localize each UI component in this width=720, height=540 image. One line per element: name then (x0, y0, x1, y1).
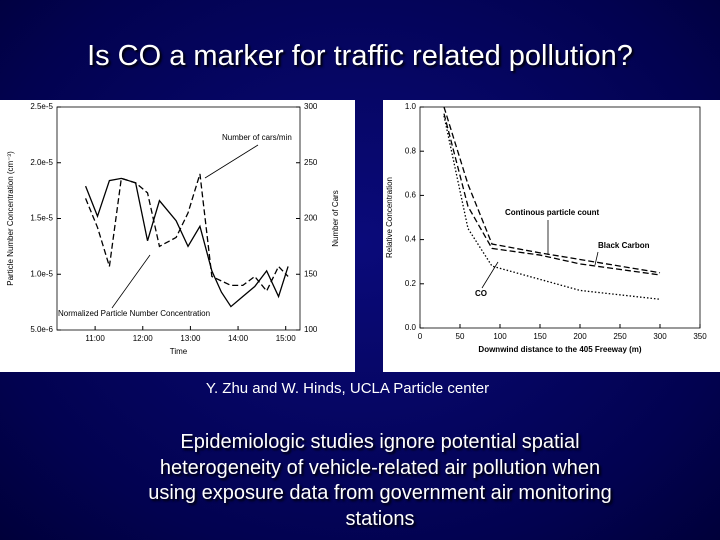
series-line (443, 113, 661, 276)
annotation: Normalized Particle Number Concentration (58, 309, 210, 318)
x-tick-label: 150 (533, 332, 547, 341)
x-tick-label: 13:00 (180, 334, 201, 343)
annotation-arrow (111, 254, 151, 309)
x-tick-label: 14:00 (228, 334, 249, 343)
x-tick-label: 350 (693, 332, 707, 341)
y-axis-label: Relative Concentration (385, 177, 394, 258)
charts: 11:00 12:00 13:00 14:00 15:00 5.0e-6 1.0e-5 1.5… (0, 100, 720, 372)
annotation-arrow (594, 251, 599, 266)
y-tick-label: 0.2 (405, 279, 417, 288)
y-tick-label: 0.0 (405, 323, 417, 332)
x-axis-label: Downwind distance to the 405 Freeway (m) (478, 345, 641, 354)
y-tick-label: 2.0e-5 (30, 158, 53, 167)
x-tick-label: 50 (456, 332, 465, 341)
x-tick-label: 200 (573, 332, 587, 341)
body-text: Epidemiologic studies ignore potential s… (0, 430, 720, 532)
x-axis-label: Time (170, 347, 188, 356)
x-tick-label: 11:00 (85, 334, 105, 343)
y2-tick-label: 250 (304, 158, 318, 167)
x-tick-label: 100 (493, 332, 507, 341)
body-line: stations (345, 507, 415, 530)
annotation: CO (475, 289, 487, 298)
plot-frame (419, 106, 701, 329)
y2-tick-label: 200 (304, 214, 318, 223)
series-line (84, 177, 289, 308)
annotation: Black Carbon (598, 241, 650, 250)
y2-tick-label: 150 (304, 269, 318, 278)
y-tick-label: 0.4 (405, 235, 417, 244)
credit: Y. Zhu and W. Hinds, UCLA Particle cente… (205, 380, 490, 397)
y2-axis-label: Number of Cars (331, 190, 340, 246)
y2-tick-label: 100 (304, 325, 318, 334)
y2-tick-label: 300 (304, 102, 318, 111)
y-tick-label: 1.0 (405, 102, 417, 111)
y-axis-label: Particle Number Concentration (cm⁻³) (6, 151, 15, 286)
y-tick-label: 5.0e-6 (30, 325, 53, 334)
annotation-arrow (481, 261, 499, 289)
chart-panel (383, 100, 720, 372)
x-tick-label: 300 (653, 332, 667, 341)
series-line (84, 173, 289, 293)
annotation: Continous particle count (505, 208, 600, 217)
x-tick-label: 0 (418, 332, 423, 341)
y-tick-label: 1.5e-5 (30, 214, 53, 223)
body-line: Epidemiologic studies ignore potential s… (180, 431, 580, 453)
y-tick-label: 0.6 (405, 191, 417, 200)
series-line (443, 106, 661, 274)
x-tick-label: 15:00 (276, 334, 297, 343)
slide-title: Is CO a marker for traffic related pollu… (87, 40, 633, 72)
x-tick-label: 250 (613, 332, 627, 341)
chart-panel (0, 100, 355, 372)
y-tick-label: 2.5e-5 (30, 102, 53, 111)
y-tick-label: 1.0e-5 (30, 269, 53, 278)
body-line: using exposure data from government air … (148, 482, 612, 504)
body-line: heterogeneity of vehicle-related air pol… (159, 456, 601, 479)
annotation: Number of cars/min (222, 133, 292, 142)
annotation-arrow (204, 144, 259, 179)
y-tick-label: 0.8 (405, 146, 417, 155)
x-tick-label: 12:00 (133, 334, 154, 343)
